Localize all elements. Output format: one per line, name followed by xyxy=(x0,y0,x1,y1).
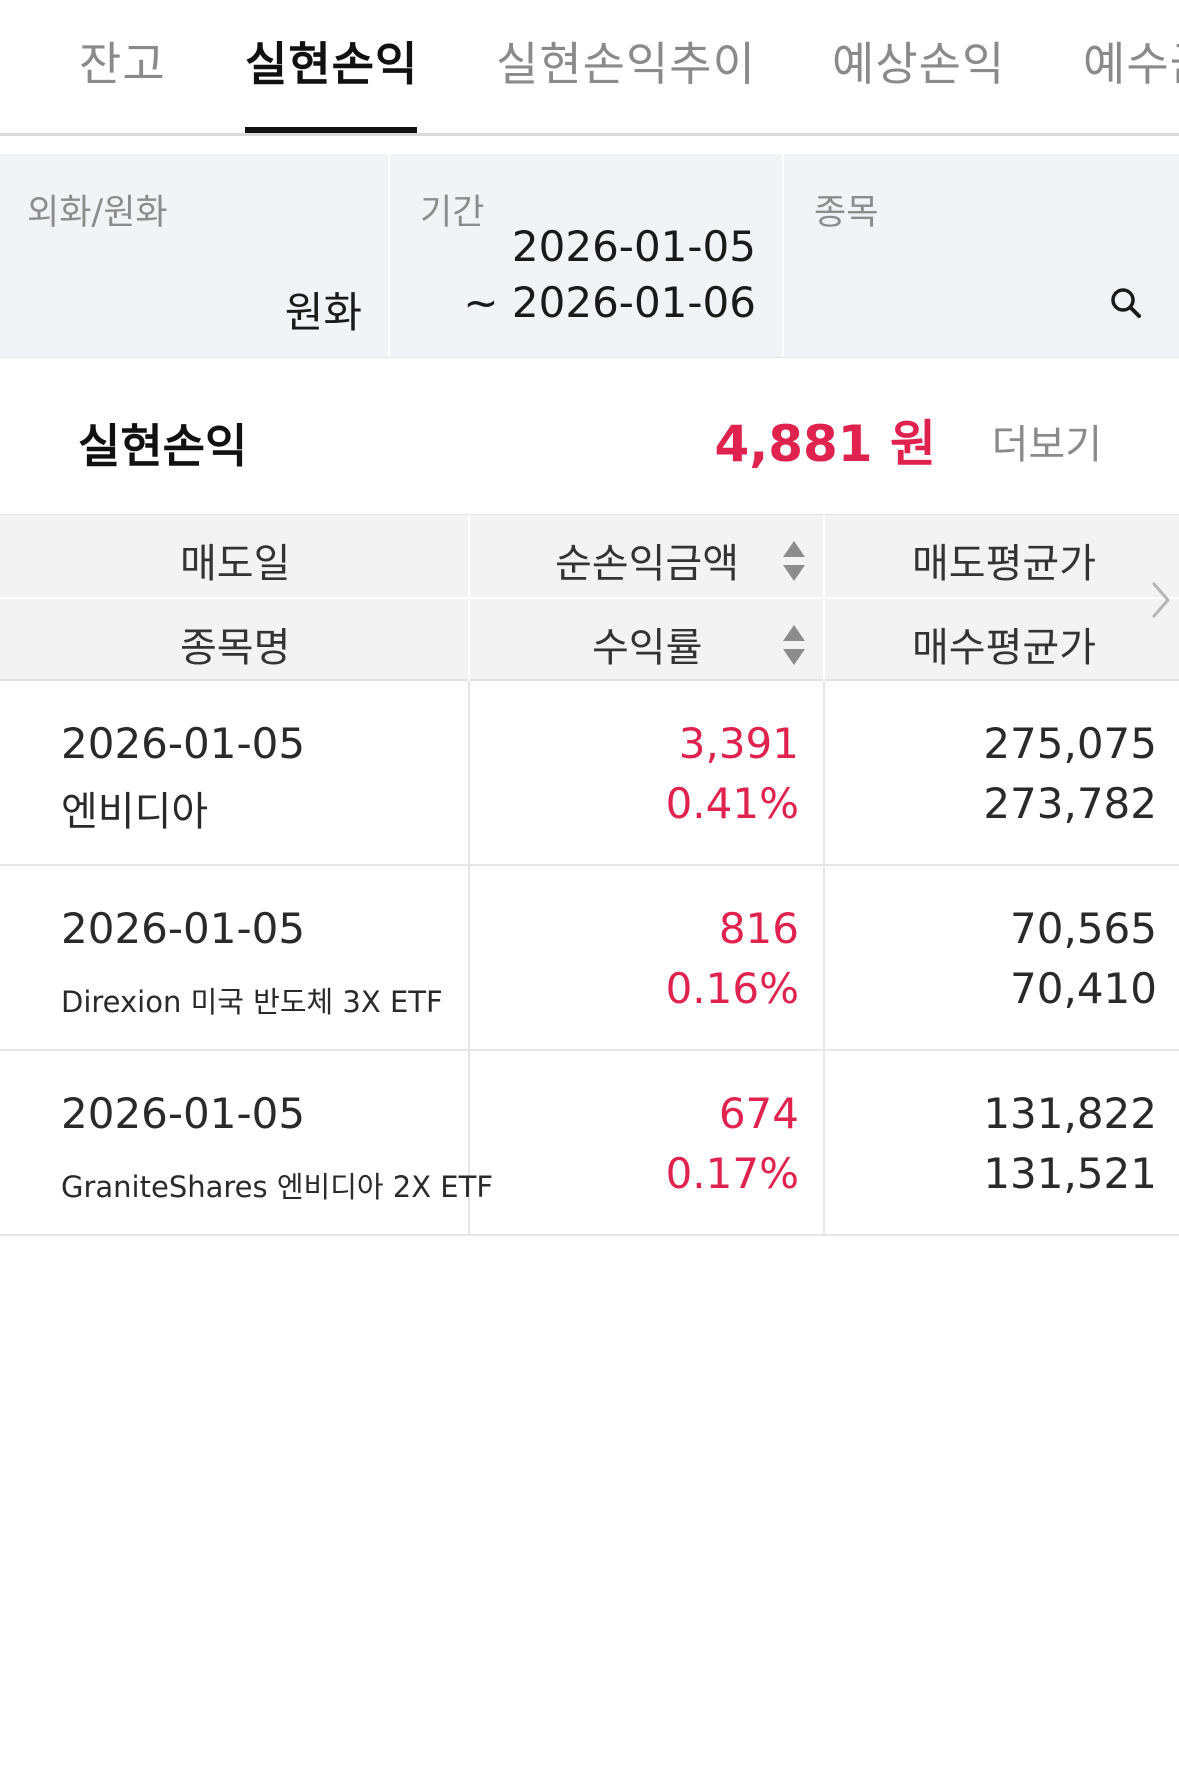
buy-avg-price: 70,410 xyxy=(1010,964,1157,1013)
table-header: 매도일 순손익금액 매도평균가 종목명 수익률 매수평균가 xyxy=(0,514,1179,682)
tab-expected-pnl[interactable]: 예상손익 xyxy=(832,37,1006,91)
return-rate: 0.16% xyxy=(665,964,799,1013)
table-row[interactable]: 2026-01-05 GraniteShares 엔비디아 2X ETF 674… xyxy=(0,1051,1179,1236)
currency-filter-label: 외화/원화 xyxy=(27,193,168,233)
stock-name: 엔비디아 xyxy=(61,789,209,835)
filter-bar: 외화/원화 원화 기간 2026-01-05 ~ 2026-01-06 종목 xyxy=(0,154,1179,358)
tab-realized-pnl[interactable]: 실현손익 xyxy=(245,28,417,133)
stock-name: Direxion 미국 반도체 3X ETF xyxy=(61,985,443,1019)
sell-avg-price: 70,565 xyxy=(1010,904,1157,953)
table-row[interactable]: 2026-01-05 엔비디아 3,391 0.41% 275,075 273,… xyxy=(0,681,1179,866)
header-col-divider xyxy=(823,515,825,682)
tab-balance[interactable]: 잔고 xyxy=(79,37,166,91)
net-pnl-amount: 816 xyxy=(718,904,799,953)
buy-avg-price: 273,782 xyxy=(983,779,1157,828)
sort-icon[interactable] xyxy=(781,623,807,671)
col-divider xyxy=(468,866,470,1051)
tab-bar: 잔고 실현손익 실현손익추이 예상손익 예수금 xyxy=(0,0,1179,136)
sell-date: 2026-01-05 xyxy=(61,719,306,768)
more-button[interactable]: 더보기 xyxy=(991,422,1102,468)
header-col-divider xyxy=(468,515,470,682)
summary-title: 실현손익 xyxy=(78,419,248,473)
sell-date: 2026-01-05 xyxy=(61,904,306,953)
net-pnl-amount: 674 xyxy=(718,1089,799,1138)
sell-avg-price: 275,075 xyxy=(983,719,1157,768)
currency-filter[interactable]: 외화/원화 원화 xyxy=(0,154,390,357)
currency-filter-value: 원화 xyxy=(284,288,362,337)
sort-icon[interactable] xyxy=(781,539,807,587)
col-divider xyxy=(823,866,825,1051)
summary-amount: 4,881 원 xyxy=(714,415,936,473)
pnl-summary: 실현손익 4,881 원 더보기 xyxy=(0,358,1179,514)
chevron-right-icon[interactable] xyxy=(1150,580,1172,624)
sell-avg-price: 131,822 xyxy=(983,1089,1157,1138)
tab-realized-pnl-trend[interactable]: 실현손익추이 xyxy=(496,37,756,91)
return-rate: 0.41% xyxy=(665,779,799,828)
period-filter-label: 기간 xyxy=(420,193,485,233)
sell-date: 2026-01-05 xyxy=(61,1089,306,1138)
table-row[interactable]: 2026-01-05 Direxion 미국 반도체 3X ETF 816 0.… xyxy=(0,866,1179,1051)
header-sell-date: 매도일 xyxy=(180,541,291,587)
col-divider xyxy=(468,681,470,866)
period-filter[interactable]: 기간 2026-01-05 ~ 2026-01-06 xyxy=(392,154,784,357)
period-to-date: ~ 2026-01-06 xyxy=(463,278,756,327)
col-divider xyxy=(468,1051,470,1236)
period-from-date: 2026-01-05 xyxy=(511,222,756,271)
col-divider xyxy=(823,1051,825,1236)
col-divider xyxy=(823,681,825,866)
buy-avg-price: 131,521 xyxy=(983,1149,1157,1198)
net-pnl-amount: 3,391 xyxy=(678,719,799,768)
header-sell-avg-price: 매도평균가 xyxy=(912,541,1096,587)
stock-filter[interactable]: 종목 xyxy=(786,154,1179,357)
stock-filter-label: 종목 xyxy=(814,193,879,233)
return-rate: 0.17% xyxy=(665,1149,799,1198)
header-net-pnl[interactable]: 순손익금액 xyxy=(555,541,739,587)
header-stock-name: 종목명 xyxy=(180,625,291,671)
stock-name: GraniteShares 엔비디아 2X ETF xyxy=(61,1170,494,1204)
search-icon[interactable] xyxy=(1109,286,1143,320)
header-divider xyxy=(0,597,1179,599)
pnl-table: 매도일 순손익금액 매도평균가 종목명 수익률 매수평균가 xyxy=(0,514,1179,1236)
header-buy-avg-price: 매수평균가 xyxy=(912,625,1096,671)
header-return-rate[interactable]: 수익률 xyxy=(592,625,703,671)
tab-deposit[interactable]: 예수금 xyxy=(1083,37,1179,91)
